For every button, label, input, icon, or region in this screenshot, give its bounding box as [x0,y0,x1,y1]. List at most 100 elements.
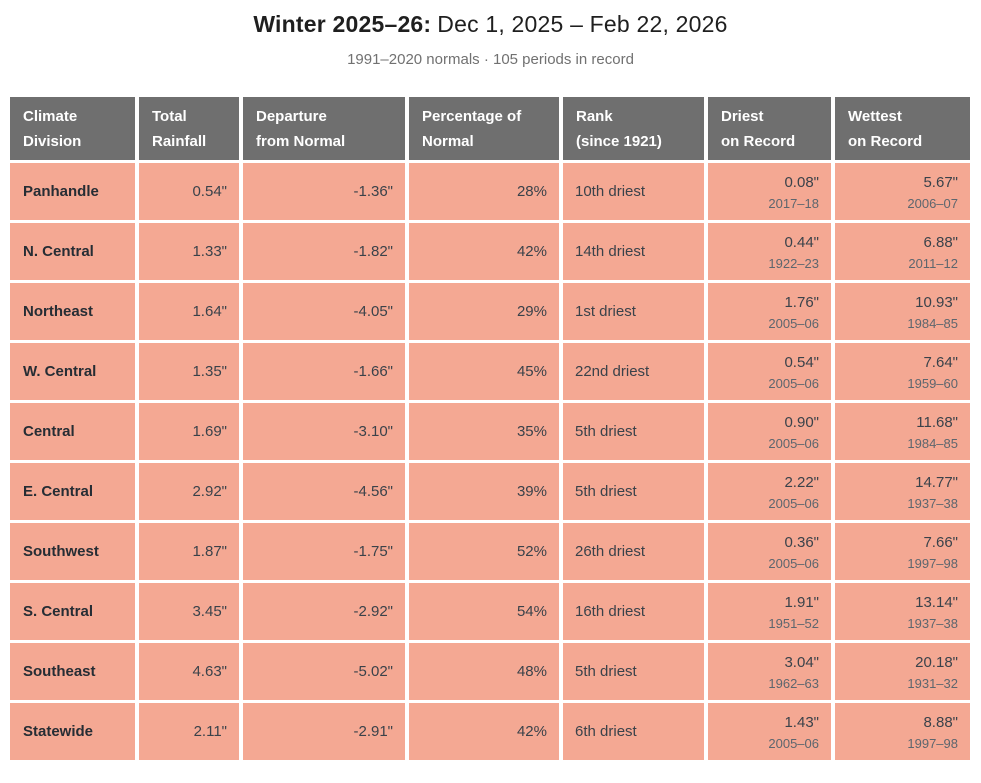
table-row: Statewide 2.11" -2.91" 42% 6th driest 1.… [10,703,970,760]
table-row: Southwest 1.87" -1.75" 52% 26th driest 0… [10,523,970,580]
wettest-value: 11.68" [916,413,958,431]
table-row: N. Central 1.33" -1.82" 42% 14th driest … [10,223,970,280]
cell-division: Southeast [10,643,135,700]
wettest-value: 5.67" [923,173,958,191]
cell-rank: 26th driest [563,523,704,580]
page-title: Winter 2025–26: Dec 1, 2025 – Feb 22, 202… [0,0,981,39]
header-line: Normal [422,132,474,150]
wettest-value: 10.93" [915,293,958,311]
driest-value: 0.44" [784,233,819,251]
driest-value: 0.08" [784,173,819,191]
col-header-total-rainfall: Total Rainfall [139,97,239,160]
driest-value: 0.36" [784,533,819,551]
wettest-value: 13.14" [915,593,958,611]
cell-driest-on-record: 0.08" 2017–18 [708,163,831,220]
cell-total-rainfall: 2.92" [139,463,239,520]
cell-percent-of-normal: 42% [409,703,559,760]
header-line: Departure [256,107,327,125]
header-line: Rank [576,107,613,125]
driest-season: 2017–18 [768,195,819,211]
table-row: W. Central 1.35" -1.66" 45% 22nd driest … [10,343,970,400]
page-subtitle: 1991–2020 normals · 105 periods in recor… [347,51,634,68]
cell-percent-of-normal: 29% [409,283,559,340]
driest-season: 2005–06 [768,495,819,511]
header-line: (since 1921) [576,132,662,150]
cell-percent-of-normal: 54% [409,583,559,640]
cell-percent-of-normal: 48% [409,643,559,700]
driest-value: 0.54" [784,353,819,371]
wettest-value: 7.64" [923,353,958,371]
cell-driest-on-record: 0.90" 2005–06 [708,403,831,460]
cell-wettest-on-record: 20.18" 1931–32 [835,643,970,700]
cell-driest-on-record: 2.22" 2005–06 [708,463,831,520]
wettest-season: 1984–85 [907,435,958,451]
cell-division: E. Central [10,463,135,520]
cell-rank: 10th driest [563,163,704,220]
driest-season: 2005–06 [768,555,819,571]
cell-division: Panhandle [10,163,135,220]
cell-departure: -2.92" [243,583,405,640]
col-header-percentage-of-normal: Percentage of Normal [409,97,559,160]
cell-departure: -1.82" [243,223,405,280]
cell-percent-of-normal: 28% [409,163,559,220]
cell-division: Central [10,403,135,460]
cell-departure: -3.10" [243,403,405,460]
title-season: Winter 2025–26: [253,11,432,37]
wettest-season: 1959–60 [907,375,958,391]
wettest-value: 6.88" [923,233,958,251]
wettest-season: 1997–98 [907,555,958,571]
table-row: E. Central 2.92" -4.56" 39% 5th driest 2… [10,463,970,520]
cell-wettest-on-record: 13.14" 1937–38 [835,583,970,640]
col-header-driest-on-record: Driest on Record [708,97,831,160]
cell-total-rainfall: 1.64" [139,283,239,340]
cell-rank: 5th driest [563,463,704,520]
cell-rank: 6th driest [563,703,704,760]
cell-percent-of-normal: 35% [409,403,559,460]
cell-division: N. Central [10,223,135,280]
wettest-value: 14.77" [915,473,958,491]
cell-total-rainfall: 2.11" [139,703,239,760]
cell-departure: -4.05" [243,283,405,340]
cell-total-rainfall: 4.63" [139,643,239,700]
wettest-value: 8.88" [923,713,958,731]
wettest-season: 1937–38 [907,495,958,511]
cell-departure: -4.56" [243,463,405,520]
driest-value: 1.76" [784,293,819,311]
table-row: Northeast 1.64" -4.05" 29% 1st driest 1.… [10,283,970,340]
driest-season: 1962–63 [768,675,819,691]
driest-value: 2.22" [784,473,819,491]
cell-rank: 14th driest [563,223,704,280]
driest-season: 2005–06 [768,315,819,331]
climate-division-table: Climate Division Total Rainfall Departur… [6,94,974,763]
header-line: Driest [721,107,764,125]
driest-value: 0.90" [784,413,819,431]
driest-season: 1922–23 [768,255,819,271]
cell-total-rainfall: 3.45" [139,583,239,640]
cell-wettest-on-record: 7.66" 1997–98 [835,523,970,580]
table-row: Panhandle 0.54" -1.36" 28% 10th driest 0… [10,163,970,220]
wettest-value: 20.18" [915,653,958,671]
header-row: Climate Division Total Rainfall Departur… [10,97,970,160]
cell-rank: 5th driest [563,643,704,700]
col-header-rank: Rank (since 1921) [563,97,704,160]
wettest-season: 1937–38 [907,615,958,631]
cell-division: Statewide [10,703,135,760]
table-row: Central 1.69" -3.10" 35% 5th driest 0.90… [10,403,970,460]
cell-division: W. Central [10,343,135,400]
col-header-departure-from-normal: Departure from Normal [243,97,405,160]
driest-season: 1951–52 [768,615,819,631]
cell-driest-on-record: 1.91" 1951–52 [708,583,831,640]
driest-value: 1.91" [784,593,819,611]
col-header-climate-division: Climate Division [10,97,135,160]
cell-wettest-on-record: 14.77" 1937–38 [835,463,970,520]
cell-wettest-on-record: 10.93" 1984–85 [835,283,970,340]
header-line: Total [152,107,187,125]
cell-total-rainfall: 1.69" [139,403,239,460]
col-header-wettest-on-record: Wettest on Record [835,97,970,160]
header-line: Wettest [848,107,902,125]
cell-percent-of-normal: 39% [409,463,559,520]
wettest-season: 1984–85 [907,315,958,331]
cell-total-rainfall: 1.35" [139,343,239,400]
driest-season: 2005–06 [768,375,819,391]
